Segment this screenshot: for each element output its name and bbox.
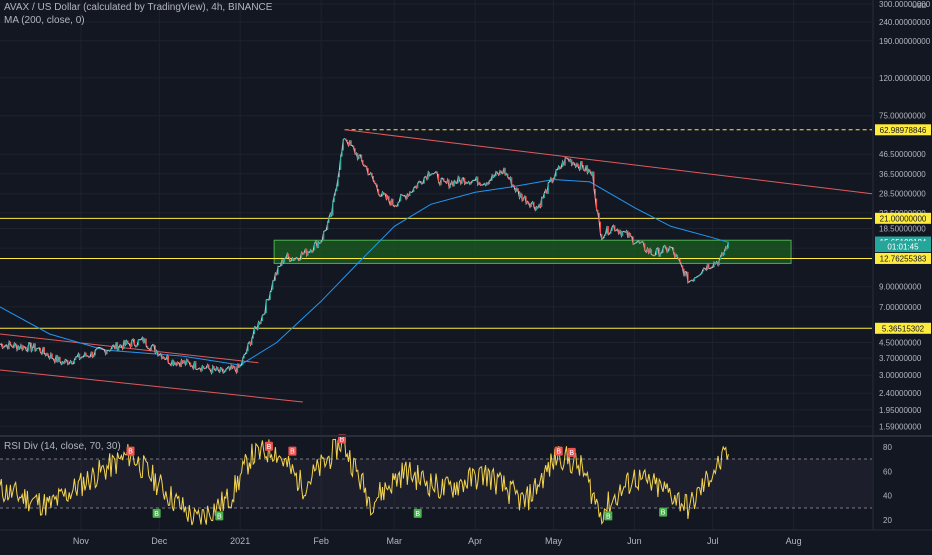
rsi-bear-marker bbox=[554, 446, 563, 456]
price-tick-label: 18.50000000 bbox=[879, 225, 926, 234]
price-label-box bbox=[875, 212, 931, 224]
rsi-bear-marker bbox=[264, 441, 273, 451]
rsi-tick-label: 80 bbox=[883, 443, 892, 452]
channel-upper-line bbox=[0, 333, 259, 364]
rsi-bull-marker bbox=[604, 511, 613, 521]
rsi-axis[interactable]: 80 60 40 20 bbox=[883, 443, 892, 525]
rsi-legend[interactable]: RSI Div (14, close, 70, 30) bbox=[4, 441, 121, 452]
time-tick-label: Aug bbox=[786, 536, 802, 546]
price-line bbox=[0, 137, 729, 376]
price-tick-label: 240.00000000 bbox=[879, 18, 931, 27]
price-label-box bbox=[875, 124, 931, 136]
price-label-text: 21.00000000 bbox=[880, 214, 927, 223]
rsi-bear-marker bbox=[567, 447, 576, 457]
descending-trendline bbox=[344, 129, 873, 195]
price-tick-label: 28.50000000 bbox=[879, 190, 926, 199]
rsi-tick-label: 20 bbox=[883, 516, 892, 525]
rsi-tick-label: 60 bbox=[883, 467, 892, 476]
price-tick-label: 9.00000000 bbox=[879, 283, 922, 292]
rsi-bull-marker-label: B bbox=[661, 510, 666, 517]
time-tick-label: Feb bbox=[313, 536, 329, 546]
rsi-bull-marker-label: B bbox=[154, 511, 159, 518]
time-tick-label: Jul bbox=[707, 536, 719, 546]
rsi-tick-label: 40 bbox=[883, 492, 892, 501]
ma-200-line bbox=[0, 178, 729, 366]
price-labels: 62.9897884621.0000000015.6519818401:01:4… bbox=[875, 124, 931, 334]
time-tick-label: 2021 bbox=[230, 536, 250, 546]
rsi-bull-marker bbox=[152, 508, 161, 518]
price-axis[interactable]: 300.00000000 240.00000000 190.00000000 120.… bbox=[872, 0, 932, 550]
rsi-bull-marker bbox=[413, 508, 422, 518]
price-tick-label: 75.00000000 bbox=[879, 112, 926, 121]
rsi-bear-marker bbox=[288, 446, 297, 456]
axis-background bbox=[873, 0, 932, 550]
price-tick-label: 4.50000000 bbox=[879, 338, 922, 347]
support-zone-rect bbox=[273, 239, 792, 264]
ma-legend[interactable]: MA (200, close, 0) bbox=[4, 15, 85, 26]
price-label-text: 01:01:45 bbox=[887, 243, 919, 252]
rsi-bear-marker-label: B bbox=[290, 449, 295, 456]
price-tick-label: 120.00000000 bbox=[879, 74, 931, 83]
rsi-bear-marker-label: B bbox=[128, 449, 133, 456]
price-tick-label: 46.50000000 bbox=[879, 150, 926, 159]
currency-label: USD bbox=[912, 3, 927, 10]
rsi-bear-marker-label: B bbox=[569, 450, 574, 457]
rsi-bull-marker bbox=[659, 507, 668, 517]
support-zone[interactable] bbox=[273, 239, 792, 264]
price-tick-label: 7.00000000 bbox=[879, 303, 922, 312]
price-label-text: 62.98978846 bbox=[880, 126, 927, 135]
price-tick-label: 190.00000000 bbox=[879, 37, 931, 46]
rsi-bull-marker-label: B bbox=[415, 511, 420, 518]
price-label-text: 5.36515302 bbox=[882, 324, 925, 333]
pane-divider[interactable] bbox=[0, 435, 932, 437]
rsi-bear-marker-label: B bbox=[556, 449, 561, 456]
time-tick-label: Dec bbox=[151, 536, 168, 546]
price-label-box bbox=[875, 252, 931, 264]
price-tick-label: 1.59000000 bbox=[879, 422, 922, 431]
price-label-text: 12.76255383 bbox=[880, 254, 927, 263]
price-tick-label: 1.95000000 bbox=[879, 406, 922, 415]
time-tick-label: May bbox=[545, 536, 563, 546]
horizontal-levels[interactable] bbox=[0, 129, 872, 329]
price-tick-label: 3.00000000 bbox=[879, 371, 922, 380]
symbol-legend[interactable]: AVAX / US Dollar (calculated by TradingV… bbox=[4, 2, 273, 13]
price-tick-label: 3.70000000 bbox=[879, 354, 922, 363]
ma-line bbox=[0, 178, 729, 366]
price-label-box bbox=[875, 322, 931, 334]
price-tick-label: 36.50000000 bbox=[879, 170, 926, 179]
time-tick-label: Jun bbox=[627, 536, 642, 546]
rsi-bull-marker bbox=[215, 511, 224, 521]
price-label-box bbox=[875, 241, 931, 253]
rsi-bull-marker-label: B bbox=[217, 513, 222, 520]
trendlines[interactable] bbox=[0, 129, 873, 403]
time-tick-label: Nov bbox=[73, 536, 90, 546]
time-tick-label: Mar bbox=[386, 536, 402, 546]
rsi-bear-marker-label: B bbox=[267, 444, 272, 451]
rsi-band bbox=[0, 459, 872, 508]
time-tick-label: Apr bbox=[468, 536, 482, 546]
rsi-pane[interactable]: B B B B B B B B B B B bbox=[0, 434, 872, 526]
rsi-bull-marker-label: B bbox=[606, 513, 611, 520]
rsi-bear-marker bbox=[126, 446, 135, 456]
price-tick-label: 2.40000000 bbox=[879, 389, 922, 398]
rsi-bear-marker-label: B bbox=[340, 436, 345, 443]
time-axis[interactable]: Nov Dec 2021 Feb Mar Apr May Jun Jul Aug bbox=[0, 529, 932, 546]
channel-lower-line bbox=[0, 369, 303, 403]
rsi-line bbox=[0, 438, 729, 526]
price-tick-label: 300.00000000 bbox=[879, 0, 931, 9]
price-series bbox=[0, 137, 730, 376]
